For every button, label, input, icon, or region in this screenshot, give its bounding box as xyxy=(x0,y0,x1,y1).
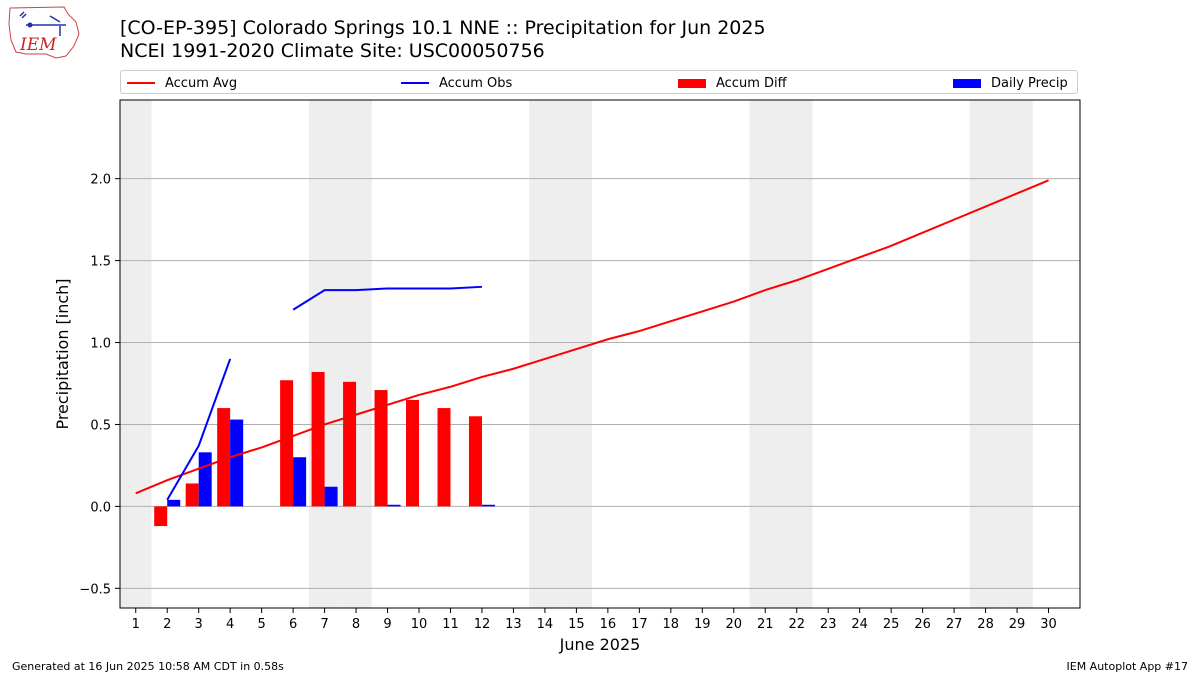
footer-generated: Generated at 16 Jun 2025 10:58 AM CDT in… xyxy=(12,660,284,673)
x-tick-label: 11 xyxy=(442,617,459,632)
accum-diff-bar xyxy=(154,506,168,527)
x-tick-label: 14 xyxy=(537,617,554,632)
daily-precip-bar xyxy=(167,499,181,507)
x-tick-label: 3 xyxy=(195,617,203,632)
x-tick-label: 21 xyxy=(757,617,774,632)
legend: Accum Avg Accum Obs Accum Diff Daily Pre… xyxy=(120,70,1078,94)
x-tick-label: 12 xyxy=(474,617,491,632)
weekend-shade xyxy=(969,100,1002,608)
x-tick-label: 19 xyxy=(694,617,711,632)
x-tick-label: 8 xyxy=(352,617,360,632)
x-tick-label: 9 xyxy=(383,617,391,632)
accum-diff-bar xyxy=(217,408,231,507)
x-axis-label: June 2025 xyxy=(559,635,641,654)
weekend-shade xyxy=(308,100,341,608)
plot-frame xyxy=(119,99,1081,609)
weekend-shade xyxy=(1001,100,1033,608)
legend-item-daily-precip: Daily Precip xyxy=(953,74,1068,92)
x-tick-label: 13 xyxy=(505,617,522,632)
legend-label-accum-diff: Accum Diff xyxy=(716,75,787,91)
legend-swatch-accum-avg xyxy=(127,82,155,84)
accum-diff-bar xyxy=(280,380,294,507)
y-tick-label: 2.0 xyxy=(90,173,111,188)
iem-logo: IEM xyxy=(8,6,80,59)
x-tick-label: 22 xyxy=(788,617,805,632)
x-tick-label: 6 xyxy=(289,617,297,632)
legend-label-accum-avg: Accum Avg xyxy=(165,75,238,91)
daily-precip-bar xyxy=(387,504,401,507)
x-tick-label: 20 xyxy=(725,617,742,632)
x-tick-label: 2 xyxy=(163,617,171,632)
weekend-shade xyxy=(340,100,372,608)
footer-app: IEM Autoplot App #17 xyxy=(1066,660,1189,673)
x-tick-label: 26 xyxy=(914,617,931,632)
legend-label-accum-obs: Accum Obs xyxy=(439,75,513,91)
accum-avg-line xyxy=(135,179,1049,495)
accum-diff-bar xyxy=(406,399,420,507)
y-tick-label: 1.5 xyxy=(90,255,111,270)
x-tick-label: 27 xyxy=(946,617,963,632)
y-tick-label: 1.0 xyxy=(90,337,111,352)
legend-swatch-accum-diff xyxy=(678,78,706,88)
daily-precip-bar xyxy=(198,452,212,507)
x-tick-label: 30 xyxy=(1040,617,1057,632)
daily-precip-bar xyxy=(481,504,495,507)
y-axis-label: Precipitation [inch] xyxy=(53,278,72,429)
accum-diff-bar xyxy=(374,390,388,507)
x-tick-label: 7 xyxy=(320,617,328,632)
chart-title: [CO-EP-395] Colorado Springs 10.1 NNE ::… xyxy=(120,17,766,39)
daily-precip-bar xyxy=(324,486,338,507)
y-tick-label: 0.5 xyxy=(90,418,111,433)
x-tick-label: 28 xyxy=(977,617,994,632)
x-tick-label: 24 xyxy=(851,617,868,632)
x-tick-label: 29 xyxy=(1009,617,1026,632)
x-tick-label: 25 xyxy=(883,617,900,632)
accum-diff-bar xyxy=(185,483,199,507)
legend-item-accum-diff: Accum Diff xyxy=(678,74,787,92)
iem-logo-text: IEM xyxy=(19,35,57,55)
accum-obs-line xyxy=(292,285,483,311)
weekend-shade xyxy=(780,100,813,608)
weekend-shade xyxy=(120,100,152,608)
x-tick-label: 18 xyxy=(663,617,680,632)
accum-diff-bar xyxy=(468,416,482,507)
x-tick-label: 23 xyxy=(820,617,837,632)
legend-swatch-daily-precip xyxy=(953,78,981,88)
x-tick-label: 5 xyxy=(257,617,265,632)
weekend-shade xyxy=(560,100,593,608)
x-tick-label: 10 xyxy=(411,617,428,632)
x-tick-label: 15 xyxy=(568,617,585,632)
x-tick-label: 17 xyxy=(631,617,648,632)
chart-subtitle: NCEI 1991-2020 Climate Site: USC00050756 xyxy=(120,40,545,62)
accum-diff-bar xyxy=(343,381,357,507)
legend-label-daily-precip: Daily Precip xyxy=(991,75,1068,91)
weekend-shade xyxy=(529,100,561,608)
daily-precip-bar xyxy=(293,457,307,507)
accum-obs-line xyxy=(166,358,232,501)
x-tick-label: 1 xyxy=(132,617,140,632)
accum-diff-bar xyxy=(311,372,325,507)
legend-item-accum-avg: Accum Avg xyxy=(127,74,237,92)
daily-precip-bar xyxy=(230,419,244,507)
x-tick-label: 16 xyxy=(600,617,617,632)
y-tick-label: 0.0 xyxy=(90,500,111,515)
y-tick-label: −0.5 xyxy=(79,582,111,597)
x-tick-label: 4 xyxy=(226,617,234,632)
weekend-shade xyxy=(749,100,781,608)
legend-item-accum-obs: Accum Obs xyxy=(401,74,512,92)
legend-swatch-accum-obs xyxy=(401,82,429,84)
accum-diff-bar xyxy=(437,408,451,507)
